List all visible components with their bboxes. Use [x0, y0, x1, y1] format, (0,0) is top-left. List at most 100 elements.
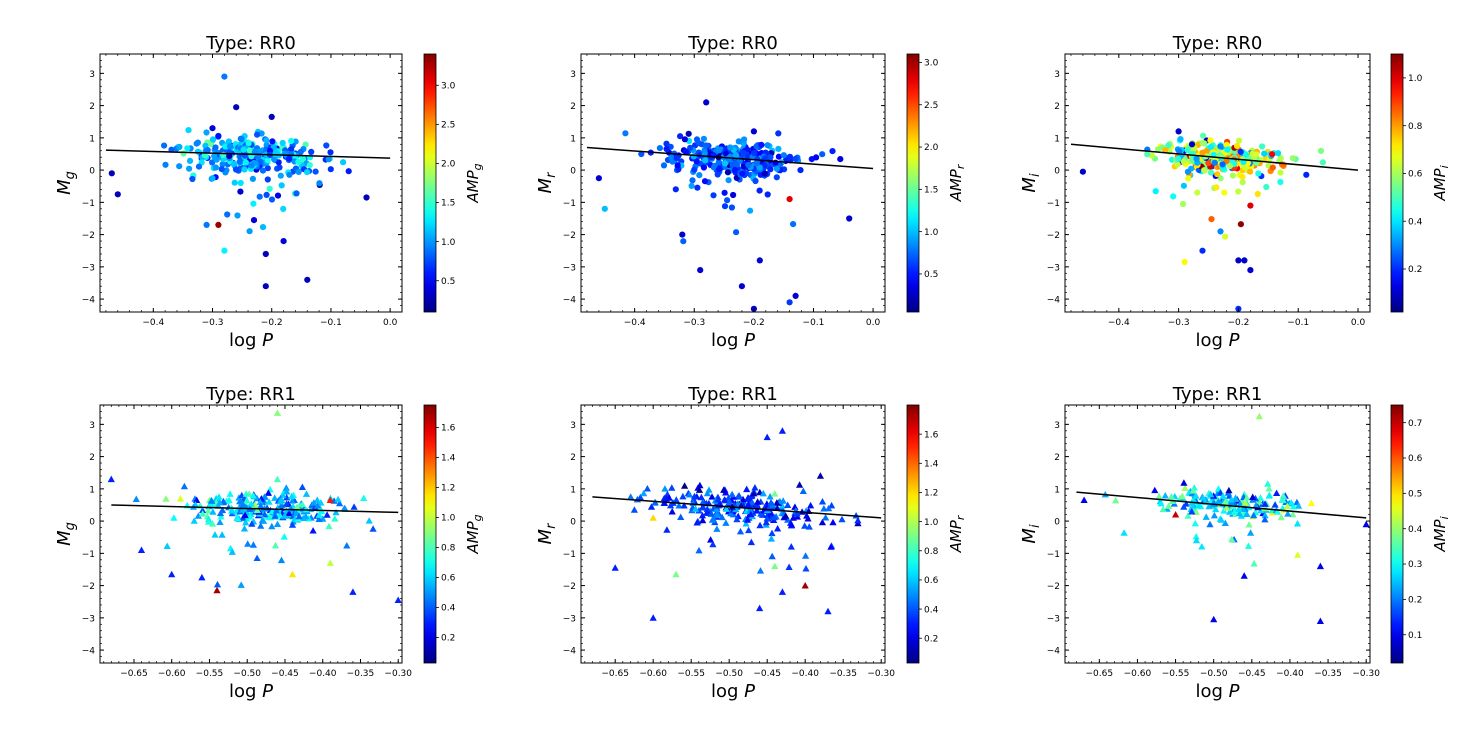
y-tick-label: 1 [1054, 134, 1060, 144]
data-point [247, 500, 255, 507]
data-point [758, 141, 765, 148]
y-tick-label: −4 [1047, 296, 1061, 306]
data-point [280, 238, 287, 245]
x-tick-label: −0.50 [233, 669, 261, 679]
fit-line [1070, 143, 1359, 171]
y-tick-label: 2 [570, 453, 576, 463]
data-point [668, 508, 676, 515]
data-point [1189, 487, 1197, 494]
data-point [726, 498, 734, 506]
data-point [212, 144, 219, 151]
data-point [199, 510, 207, 517]
data-point [262, 250, 269, 258]
data-point [249, 492, 257, 499]
data-point [1362, 520, 1370, 528]
data-point [761, 170, 769, 177]
x-tick-label: −0.45 [753, 669, 781, 679]
y-axis-label: Mg [54, 171, 78, 195]
data-point [733, 515, 741, 523]
data-point [218, 166, 225, 173]
data-point [743, 485, 751, 493]
data-point [759, 489, 767, 497]
data-point [316, 180, 323, 187]
y-tick-label: 1 [89, 485, 95, 495]
data-point [1215, 497, 1223, 505]
data-point [695, 507, 703, 514]
data-point [1261, 511, 1269, 519]
y-tick-label: −4 [82, 647, 96, 657]
data-point [212, 164, 219, 171]
colorbar-label: AMPi [1431, 165, 1451, 201]
data-point [675, 502, 683, 509]
x-tick-label: −0.3 [1168, 318, 1190, 328]
data-point [1289, 155, 1296, 162]
data-point [180, 482, 188, 490]
data-point [716, 165, 723, 172]
fit-line [111, 504, 399, 514]
data-point [256, 193, 263, 200]
data-point [739, 495, 747, 503]
data-point [595, 175, 603, 182]
data-point [266, 185, 273, 192]
data-point [1189, 502, 1197, 509]
colorbar-tick-label: 1.6 [924, 430, 939, 440]
data-point [161, 142, 168, 149]
y-tick-label: −1 [563, 199, 576, 209]
axes-frame [580, 53, 886, 313]
data-point [1224, 146, 1231, 153]
data-point [764, 191, 771, 198]
data-point [1199, 494, 1207, 501]
data-point [687, 144, 694, 151]
data-point [1217, 143, 1224, 150]
data-point [757, 510, 765, 517]
data-point [818, 498, 827, 505]
data-point [345, 168, 352, 175]
data-point [250, 200, 257, 207]
data-point [315, 511, 323, 518]
y-tick-label: −1 [1047, 199, 1060, 209]
data-point [693, 158, 700, 165]
fit-line [105, 149, 391, 159]
data-point [1211, 159, 1218, 166]
data-point [692, 505, 700, 512]
data-point [1172, 511, 1180, 518]
data-point [326, 496, 334, 503]
data-point [216, 518, 224, 525]
colorbar-tick-label: 1.5 [441, 199, 455, 209]
data-point [829, 518, 837, 526]
data-point [724, 169, 732, 176]
data-point [1303, 171, 1310, 178]
data-point [1207, 169, 1215, 176]
x-tick-label: −0.1 [803, 318, 825, 328]
data-point [792, 155, 799, 162]
data-point [756, 257, 763, 264]
data-point [1236, 500, 1244, 507]
data-point [792, 292, 799, 299]
data-point [251, 148, 259, 155]
data-point [788, 521, 796, 528]
data-point [753, 160, 760, 167]
data-point [796, 481, 804, 488]
panel-5: Type: RR1−0.65 −0.60 −0.55 −0.50 −0.45 −0.40−… [535, 384, 967, 702]
data-point [728, 204, 736, 211]
data-point [265, 498, 273, 505]
data-point [1271, 501, 1279, 508]
data-point [1185, 175, 1192, 182]
data-point [1221, 189, 1228, 196]
data-point [293, 190, 300, 197]
data-point [775, 145, 782, 152]
x-tick-label: −0.60 [639, 669, 667, 679]
data-point [242, 518, 250, 526]
x-tick-label: −0.45 [271, 669, 299, 679]
data-point [277, 556, 286, 564]
data-point [297, 148, 304, 156]
data-point [323, 511, 331, 518]
y-tick-label: −2 [1047, 582, 1060, 592]
x-tick-label: 0.0 [1351, 318, 1366, 328]
scatter-points [108, 73, 370, 290]
data-point [268, 522, 276, 530]
panel-title: Type: RR0 [687, 33, 778, 54]
data-point [1279, 492, 1287, 499]
data-point [703, 509, 711, 516]
data-point [729, 161, 736, 168]
